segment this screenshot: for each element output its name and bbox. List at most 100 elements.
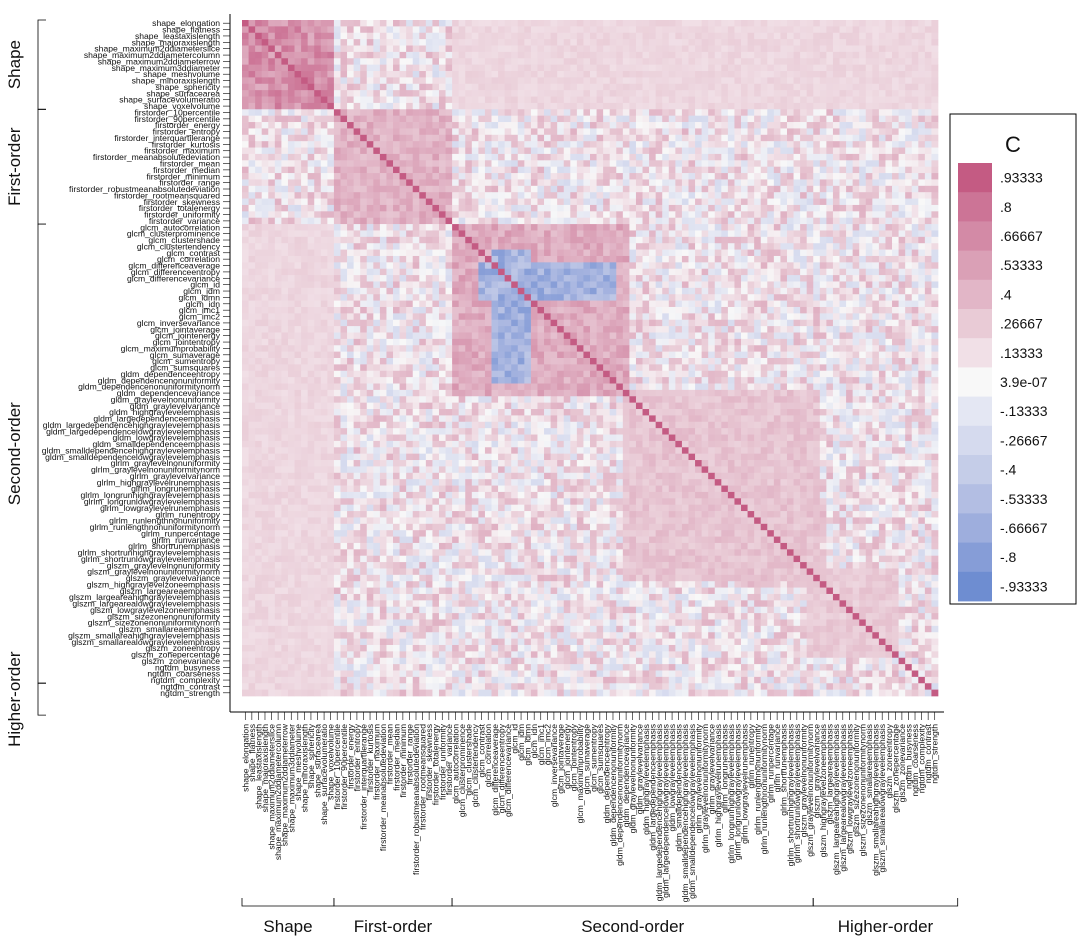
heatmap-cell [504, 236, 512, 244]
heatmap-cell [681, 300, 689, 308]
heatmap-cell [734, 306, 742, 314]
heatmap-cell [301, 71, 309, 78]
heatmap-cell [583, 160, 591, 168]
heatmap-cell [294, 141, 302, 148]
heatmap-cell [734, 179, 742, 187]
heatmap-cell [892, 243, 899, 250]
heatmap-cell [366, 287, 374, 295]
heatmap-cell [786, 134, 794, 142]
heatmap-cell [478, 160, 486, 168]
heatmap-cell [557, 83, 565, 91]
heatmap-cell [583, 236, 591, 244]
heatmap-cell [386, 230, 394, 238]
heatmap-cell [242, 128, 249, 136]
heatmap-cell [695, 115, 702, 123]
heatmap-cell [819, 109, 827, 117]
heatmap-cell [688, 58, 696, 65]
heatmap-cell [806, 236, 814, 244]
heatmap-cell [333, 122, 341, 129]
heatmap-cell [583, 249, 591, 257]
heatmap-cell [786, 287, 794, 295]
heatmap-cell [819, 294, 827, 301]
heatmap-cell [649, 313, 657, 321]
heatmap-cell [688, 160, 696, 168]
heatmap-cell [760, 204, 768, 212]
heatmap-cell [544, 26, 551, 34]
heatmap-cell [412, 58, 420, 65]
heatmap-cell [832, 147, 840, 155]
heatmap-cell [425, 26, 433, 34]
heatmap-cell [878, 173, 886, 180]
heatmap-cell [557, 192, 565, 199]
heatmap-cell [701, 141, 709, 148]
heatmap-cell [563, 211, 571, 219]
heatmap-cell [511, 90, 519, 97]
heatmap-cell [668, 115, 676, 123]
heatmap-cell [800, 77, 808, 85]
heatmap-cell [642, 204, 650, 212]
heatmap-cell [320, 249, 328, 257]
heatmap-cell [806, 287, 814, 295]
heatmap-cell [287, 128, 295, 136]
heatmap-cell [445, 268, 453, 276]
heatmap-cell [878, 198, 886, 206]
heatmap-cell [353, 58, 361, 65]
heatmap-cell [727, 249, 735, 257]
heatmap-cell [287, 153, 295, 161]
heatmap-cell [563, 294, 571, 301]
heatmap-cell [859, 77, 867, 85]
heatmap-cell [885, 198, 893, 206]
heatmap-cell [655, 211, 663, 219]
heatmap-cell [892, 236, 899, 244]
heatmap-cell [603, 300, 611, 308]
heatmap-cell [544, 45, 551, 53]
heatmap-cell [268, 294, 276, 301]
heatmap-cell [793, 166, 801, 174]
heatmap-cell [314, 211, 322, 219]
heatmap-cell [274, 96, 282, 104]
heatmap-cell [786, 243, 794, 250]
heatmap-cell [287, 294, 295, 301]
heatmap-cell [846, 160, 853, 168]
heatmap-cell [425, 281, 433, 289]
heatmap-cell [438, 153, 446, 161]
heatmap-cell [491, 153, 499, 161]
heatmap-cell [333, 71, 341, 78]
heatmap-cell [386, 211, 394, 219]
heatmap-cell [537, 160, 545, 168]
heatmap-cell [609, 71, 617, 78]
heatmap-cell [872, 262, 880, 270]
heatmap-cell [793, 83, 801, 91]
heatmap-cell [642, 102, 650, 110]
heatmap-cell [892, 109, 899, 117]
heatmap-cell [373, 122, 381, 129]
heatmap-cell [563, 102, 571, 110]
heatmap-cell [412, 26, 420, 34]
heatmap-cell [465, 249, 473, 257]
heatmap-cell [248, 192, 256, 199]
heatmap-cell [721, 153, 729, 161]
heatmap-cell [767, 134, 775, 142]
heatmap-cell [248, 147, 256, 155]
heatmap-cell [786, 313, 794, 321]
heatmap-cell [544, 102, 551, 110]
heatmap-cell [649, 230, 657, 238]
heatmap-cell [294, 211, 302, 219]
heatmap-cell [590, 211, 597, 219]
heatmap-cell [419, 26, 427, 34]
heatmap-cell [859, 109, 867, 117]
heatmap-cell [484, 71, 492, 78]
heatmap-cell [826, 217, 834, 225]
heatmap-cell [471, 160, 479, 168]
heatmap-cell [852, 134, 860, 142]
heatmap-cell [852, 64, 860, 72]
heatmap-cell [530, 255, 538, 263]
heatmap-cell [248, 134, 256, 142]
heatmap-cell [393, 39, 400, 46]
heatmap-cell [635, 77, 643, 85]
heatmap-cell [471, 306, 479, 314]
heatmap-cell [596, 77, 604, 85]
heatmap-cell [471, 211, 479, 219]
heatmap-cell [681, 134, 689, 142]
heatmap-cell [281, 26, 289, 34]
